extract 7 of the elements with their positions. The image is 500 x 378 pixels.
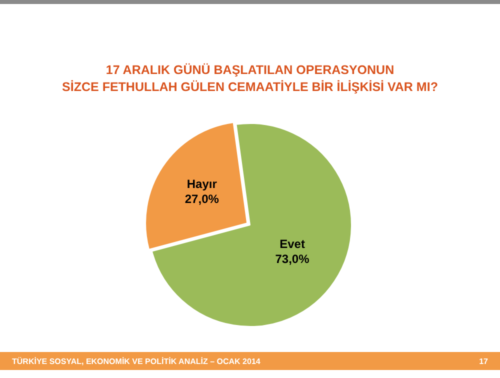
data-label: 73,0% <box>275 252 310 266</box>
text: 17 <box>479 356 488 366</box>
chart-title: 17 ARALIK GÜNÜ BAŞLATILAN OPERASYONUN SİZCE FETHULLAH GÜLEN CEMAATİYLE BİR İLİŞKİSİ VAR MI? <box>61 62 439 96</box>
text: TÜRKİYE SOSYAL, EKONOMİK VE POLİTİK ANALİZ – OCAK 2014 <box>12 356 260 366</box>
data-label: 27,0% <box>184 192 220 206</box>
slice-label: Evet <box>280 237 305 252</box>
slice-label: Hayır <box>186 177 218 192</box>
